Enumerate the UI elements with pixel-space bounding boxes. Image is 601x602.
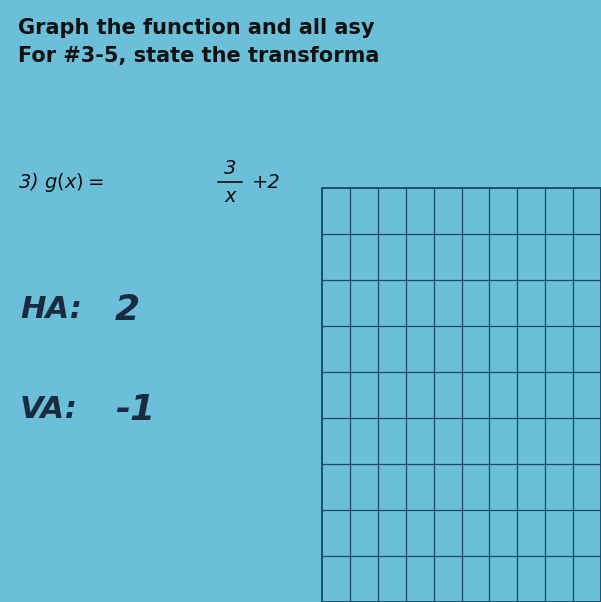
Text: HA:: HA: — [20, 296, 82, 324]
Text: 3: 3 — [224, 158, 236, 178]
Text: Graph the function and all asy: Graph the function and all asy — [18, 18, 374, 38]
Text: 2: 2 — [115, 293, 140, 327]
Text: 3) $g(x) =$: 3) $g(x) =$ — [18, 170, 103, 193]
Bar — [322, 188, 601, 602]
Text: For #3-5, state the transforma: For #3-5, state the transforma — [18, 46, 379, 66]
Text: VA:: VA: — [20, 396, 78, 424]
Text: x: x — [224, 187, 236, 205]
Text: -1: -1 — [115, 393, 155, 427]
Text: +2: +2 — [252, 173, 281, 191]
